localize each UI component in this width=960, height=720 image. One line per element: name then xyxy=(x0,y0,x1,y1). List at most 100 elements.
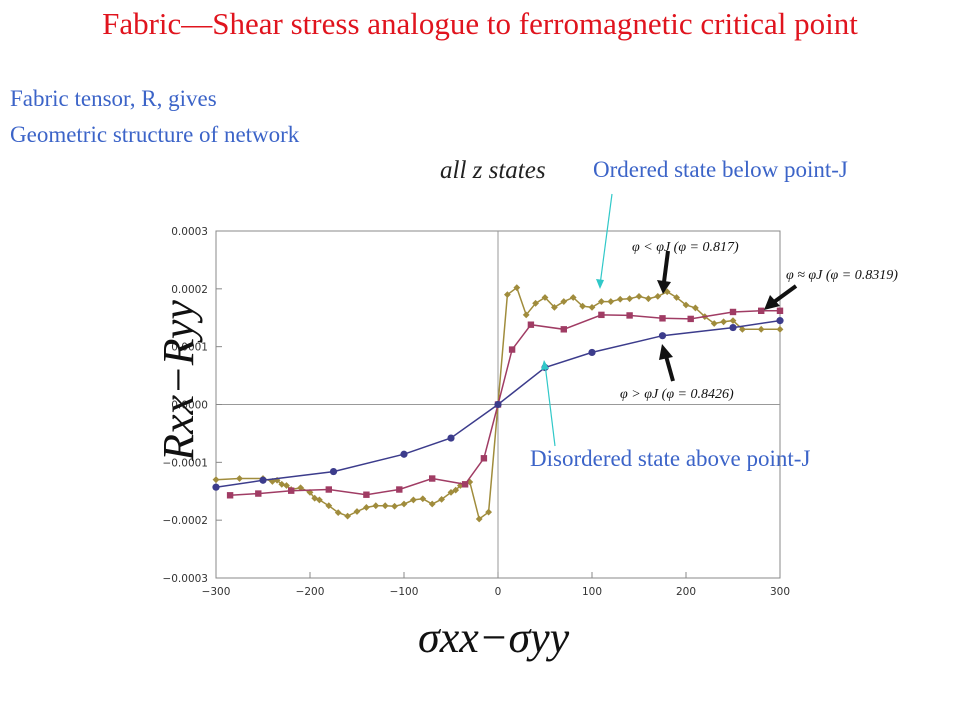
series-layer xyxy=(212,284,784,523)
note-fabric-tensor: Fabric tensor, R, gives xyxy=(10,86,217,111)
series-0-point xyxy=(541,294,549,301)
series-0-point xyxy=(283,482,290,489)
series-0-point xyxy=(475,515,483,523)
series-2-point xyxy=(329,467,338,476)
annotation-phi-below: φ < φJ (φ = 0.817) xyxy=(632,240,739,255)
arrow-disordered-cyan xyxy=(544,363,556,447)
series-1-point xyxy=(687,315,694,323)
x-tick-label: 300 xyxy=(770,586,790,598)
series-0-point xyxy=(635,292,643,300)
series-0-point xyxy=(438,495,445,503)
series-0-point xyxy=(391,502,398,510)
series-1-point xyxy=(626,312,633,319)
note-disordered-state: Disordered state above point-J xyxy=(530,446,811,471)
series-1-point xyxy=(325,486,332,493)
y-tick-label: 0.0003 xyxy=(171,226,208,238)
series-0-point xyxy=(739,325,746,333)
series-0-point xyxy=(419,495,427,503)
series-1-point xyxy=(659,315,666,322)
series-0-point xyxy=(428,500,436,508)
arrow-phi-above xyxy=(664,355,675,382)
series-0-point xyxy=(513,284,521,292)
series-0-point xyxy=(588,303,596,311)
series-0-point xyxy=(569,294,577,301)
annotation-arrows xyxy=(541,193,798,447)
y-tick-label: 0.0002 xyxy=(171,284,208,296)
series-0-point xyxy=(729,317,737,325)
series-0-point xyxy=(334,509,342,517)
series-0-point xyxy=(626,295,633,303)
series-0-point xyxy=(607,298,615,305)
series-1-point xyxy=(776,307,784,315)
note-geometric-structure: Geometric structure of network xyxy=(10,122,300,147)
series-0-point xyxy=(579,302,586,310)
series-1-point xyxy=(288,487,295,494)
series-1-point xyxy=(598,311,605,319)
x-tick-label: 100 xyxy=(582,586,602,598)
y-tick-label: −0.0001 xyxy=(162,457,208,469)
series-1-point xyxy=(255,490,262,497)
x-tick-label: −200 xyxy=(296,586,325,598)
series-0-point xyxy=(363,504,370,511)
series-0-point xyxy=(710,320,718,327)
series-0-point xyxy=(306,489,314,496)
x-tick-label: 0 xyxy=(495,586,502,598)
series-1-point xyxy=(480,455,488,462)
axes: −300 −200 −100 0 100 200 300 0.0003 0.0002 0.0001… xyxy=(162,226,790,598)
series-1-point xyxy=(226,492,234,499)
annotation-phi-above: φ > φJ (φ = 0.8426) xyxy=(620,387,734,402)
series-0-point xyxy=(598,298,605,305)
series-0-point xyxy=(297,484,304,492)
series-0-point xyxy=(316,496,323,504)
series-0-point xyxy=(522,311,530,319)
series-1-point xyxy=(429,475,436,482)
series-1-point xyxy=(758,307,765,315)
y-axis-label: Rxx−Ryy xyxy=(153,300,203,461)
series-0-point xyxy=(344,512,351,520)
series-0-point xyxy=(720,318,727,326)
x-tick-label: −300 xyxy=(202,586,231,598)
series-2-point xyxy=(729,323,737,332)
series-1-point xyxy=(560,326,567,333)
series-0-point xyxy=(372,502,380,510)
series-0-point xyxy=(452,486,460,494)
series-2-point xyxy=(212,483,220,491)
series-0-point xyxy=(504,291,511,299)
series-1-point xyxy=(461,481,469,488)
series-0-point xyxy=(447,489,455,496)
arrow-ordered-cyan xyxy=(599,193,613,286)
arrowhead-phi-near xyxy=(764,295,780,310)
y-tick-label: −0.0003 xyxy=(162,573,208,585)
series-2-point xyxy=(588,348,596,357)
series-0-point xyxy=(645,295,652,303)
arrow-phi-near xyxy=(772,284,798,304)
series-2-point xyxy=(658,332,667,340)
series-0-point xyxy=(236,475,243,482)
y-tick-label: 0.0001 xyxy=(171,342,208,354)
series-0-point xyxy=(532,299,539,307)
series-1-point xyxy=(508,346,516,353)
arrowhead-disordered-cyan xyxy=(541,360,549,370)
series-1-point xyxy=(363,491,370,498)
series-0-point xyxy=(551,303,558,311)
series-2-point xyxy=(400,450,408,458)
series-0-point xyxy=(325,502,333,510)
arrow-phi-below xyxy=(662,250,670,283)
series-0-point xyxy=(616,295,624,303)
page-title: Fabric—Shear stress analogue to ferromag… xyxy=(102,6,858,41)
arrowhead-phi-below xyxy=(657,280,671,294)
series-2-point xyxy=(447,434,455,442)
series-0-point xyxy=(410,496,417,504)
y-tick-label: 0.0000 xyxy=(171,400,208,412)
x-axis-label: σxx−σyy xyxy=(418,613,570,662)
series-0-point xyxy=(682,301,690,309)
series-1-line xyxy=(230,310,780,497)
series-1-point xyxy=(396,486,403,493)
series-0-point xyxy=(278,480,286,488)
note-ordered-state: Ordered state below point-J xyxy=(593,157,848,182)
series-0-point xyxy=(381,502,389,510)
series-0-point xyxy=(654,292,662,300)
y-tick-label: −0.0002 xyxy=(162,515,208,527)
series-1-point xyxy=(729,308,737,316)
